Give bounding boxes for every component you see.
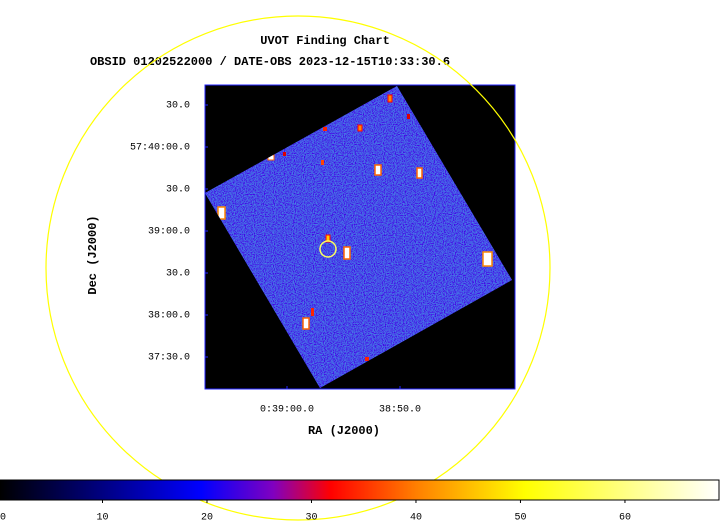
colorbar-tick-label: 50 [514,513,526,521]
y-tick-label: 38:00.0 [148,311,190,322]
sky-image [204,84,516,390]
y-tick-label: 37:30.0 [148,353,190,364]
colorbar-tick-label: 0 [0,513,6,521]
y-tick-label: 39:00.0 [148,227,190,238]
field-circle [45,15,551,521]
y-tick-label: 30.0 [166,101,190,112]
colorbar-tick-label: 20 [201,513,213,521]
colorbar [0,479,720,501]
colorbar-tick-label: 60 [619,513,631,521]
chart-subtitle: OBSID 01202522000 / DATE-OBS 2023-12-15T… [90,55,450,69]
colorbar-tick-label: 10 [96,513,108,521]
chart-title: UVOT Finding Chart [260,34,390,48]
x-tick-label: 0:39:00.0 [260,405,314,416]
y-tick-label: 57:40:00.0 [130,143,190,154]
y-axis-label: Dec (J2000) [86,215,100,294]
x-tick-label: 38:50.0 [379,405,421,416]
colorbar-tick-label: 30 [305,513,317,521]
y-tick-label: 30.0 [166,269,190,280]
axes: 0:39:00.0 38:50.0 30.0 57:40:00.0 30.0 39:00.… [0,101,631,521]
y-tick-label: 30.0 [166,185,190,196]
colorbar-tick-label: 40 [410,513,422,521]
x-axis-label: RA (J2000) [308,424,380,438]
